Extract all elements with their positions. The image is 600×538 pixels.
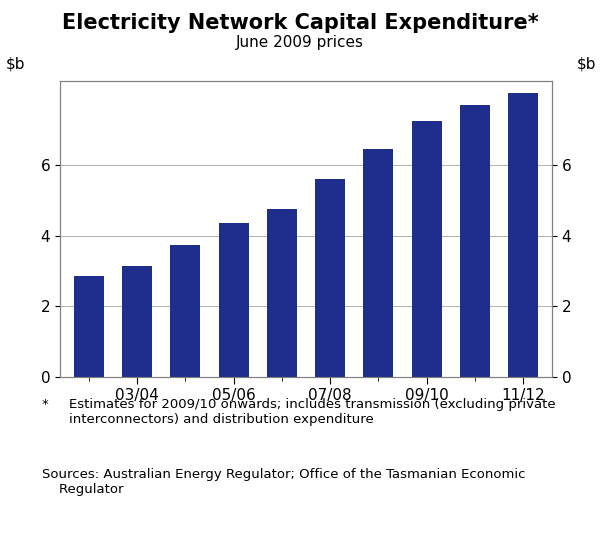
Bar (508, 93, 538, 377)
Bar (412, 121, 442, 377)
Text: *: * (42, 398, 49, 411)
Text: $b: $b (6, 57, 25, 72)
Bar (267, 209, 297, 377)
Text: Estimates for 2009/10 onwards; includes transmission (excluding private
intercon: Estimates for 2009/10 onwards; includes … (69, 398, 556, 426)
Text: $b: $b (577, 57, 596, 72)
Bar (315, 179, 345, 377)
Bar (218, 223, 248, 377)
Bar (364, 150, 394, 377)
Bar (460, 105, 490, 377)
Text: Sources: Australian Energy Regulator; Office of the Tasmanian Economic
    Regul: Sources: Australian Energy Regulator; Of… (42, 468, 526, 496)
Text: Electricity Network Capital Expenditure*: Electricity Network Capital Expenditure* (62, 13, 538, 33)
Text: June 2009 prices: June 2009 prices (236, 35, 364, 50)
Bar (74, 276, 104, 377)
Bar (122, 266, 152, 377)
Bar (170, 244, 200, 377)
